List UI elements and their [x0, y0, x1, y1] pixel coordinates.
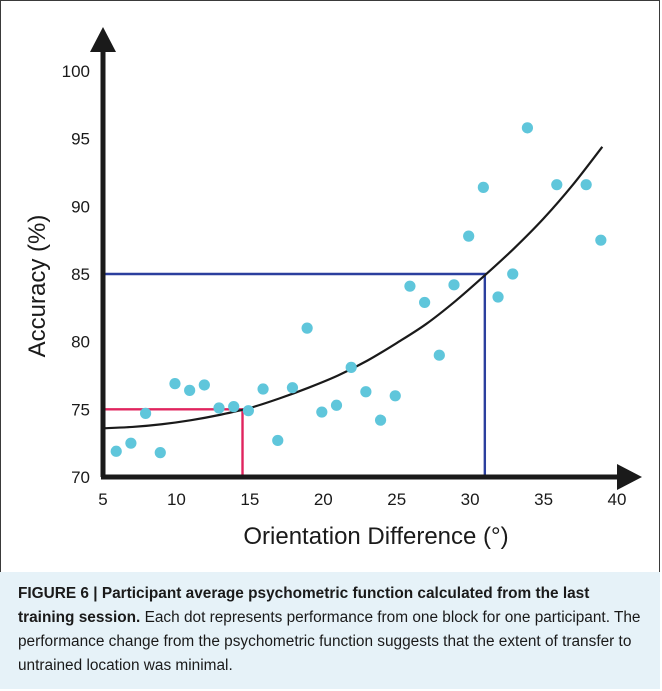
y-tick-label: 70 [71, 468, 90, 487]
y-tick-labels: 70 75 80 85 90 95 100 [62, 62, 90, 487]
y-axis-label: Accuracy (%) [24, 215, 51, 358]
x-tick-label: 35 [534, 490, 553, 509]
data-point [433, 349, 445, 361]
data-point [242, 405, 254, 417]
data-point [301, 322, 313, 334]
x-tick-label: 10 [167, 490, 186, 509]
data-point [463, 230, 475, 242]
data-point [580, 179, 592, 191]
psychometric-chart: 5 10 15 20 25 30 35 40 70 75 80 85 90 95 100 Orientat… [24, 27, 642, 550]
data-points [110, 122, 607, 459]
data-point [492, 291, 504, 303]
data-point [389, 390, 401, 402]
x-tick-label: 20 [314, 490, 333, 509]
x-tick-label: 15 [240, 490, 259, 509]
data-point [286, 382, 299, 394]
data-point [257, 383, 269, 395]
caption-body: Each dot represents performance from one… [18, 609, 641, 674]
data-point [448, 279, 460, 291]
data-point [330, 399, 343, 411]
data-point [360, 386, 372, 398]
data-point [595, 234, 607, 246]
data-point [419, 296, 431, 309]
y-axis-arrow [90, 27, 116, 52]
data-point [477, 181, 489, 193]
y-tick-label: 80 [71, 333, 90, 352]
y-tick-label: 85 [71, 265, 90, 284]
data-point [345, 361, 357, 373]
x-tick-label: 30 [461, 490, 480, 509]
y-tick-label: 100 [62, 62, 90, 81]
y-tick-label: 75 [71, 400, 90, 419]
data-point [272, 434, 284, 447]
data-point [316, 406, 328, 418]
data-point [521, 122, 534, 134]
data-point [404, 280, 416, 292]
data-point [110, 445, 122, 457]
data-point [125, 437, 137, 449]
data-point [213, 402, 225, 414]
x-axis-arrow [617, 464, 642, 490]
data-point [507, 268, 519, 280]
data-point [374, 414, 387, 426]
y-tick-label: 90 [71, 197, 90, 216]
x-axis-label: Orientation Difference (°) [243, 523, 508, 550]
data-point [184, 384, 196, 396]
x-tick-label: 5 [98, 490, 107, 509]
y-tick-label: 95 [71, 130, 90, 149]
data-point [551, 179, 563, 191]
caption-text: FIGURE 6 | Participant average psychomet… [18, 582, 646, 678]
data-point [154, 447, 166, 459]
figure-caption: FIGURE 6 | Participant average psychomet… [0, 572, 660, 689]
data-point [198, 379, 210, 391]
x-tick-labels: 5 10 15 20 25 30 35 40 [98, 490, 626, 509]
x-tick-label: 25 [387, 490, 406, 509]
data-point [228, 401, 240, 413]
data-point [169, 378, 181, 390]
axes [90, 27, 642, 490]
data-point [139, 407, 152, 419]
reference-line-1 [103, 408, 244, 477]
x-tick-label: 40 [608, 490, 627, 509]
caption-label: FIGURE 6 | Participant average psychomet… [18, 585, 590, 626]
